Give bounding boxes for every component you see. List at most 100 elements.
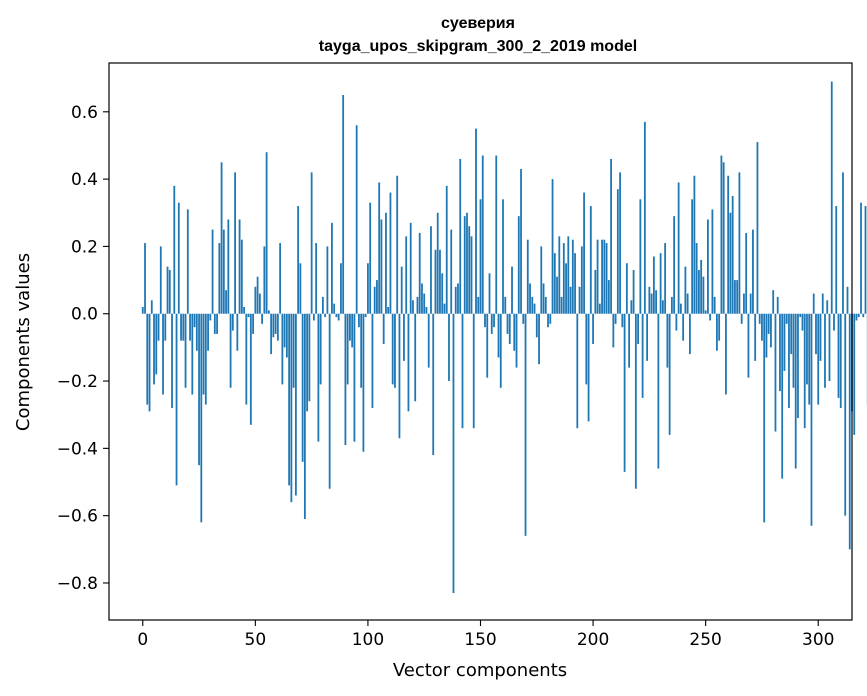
chart-title-line2: tayga_upos_skipgram_300_2_2019 model — [319, 38, 637, 55]
bar — [434, 249, 437, 314]
bar — [445, 185, 448, 314]
bar — [682, 313, 685, 341]
bar — [515, 313, 518, 368]
bar — [153, 313, 155, 385]
bar — [486, 313, 489, 378]
bar — [157, 313, 160, 341]
bar — [700, 259, 703, 314]
bar — [727, 175, 730, 314]
bar — [272, 313, 275, 338]
bar — [686, 293, 689, 314]
x-tick-label: 250 — [689, 630, 721, 650]
bar — [526, 239, 529, 314]
bar — [810, 313, 813, 526]
bar — [265, 152, 268, 314]
bar — [328, 313, 331, 489]
bar — [270, 313, 273, 355]
y-axis-ticks: −0.8 −0.6 −0.4 −0.2 0.0 0.2 0.4 0.6 — [57, 103, 109, 594]
y-tick-label: −0.4 — [57, 439, 98, 459]
bar — [504, 296, 507, 314]
bar — [752, 229, 754, 314]
bar — [524, 313, 527, 536]
bar — [828, 313, 831, 382]
bar — [734, 280, 736, 314]
bar — [385, 212, 387, 314]
bar — [216, 313, 218, 334]
bar — [553, 253, 556, 314]
bar — [180, 313, 182, 341]
bar — [736, 280, 739, 314]
bar — [342, 94, 345, 314]
bar — [475, 128, 477, 314]
bar — [560, 296, 563, 314]
bar — [848, 313, 851, 550]
x-axis-label: Vector components — [393, 660, 567, 681]
bar — [774, 313, 777, 432]
bar — [801, 313, 804, 331]
bar — [842, 172, 844, 314]
bar — [236, 313, 239, 351]
bar — [193, 313, 196, 328]
bar — [661, 300, 664, 314]
bar — [763, 313, 766, 523]
bar — [337, 313, 340, 321]
bar — [204, 313, 207, 405]
bar — [677, 182, 680, 314]
bar — [520, 169, 522, 314]
bar — [288, 313, 291, 486]
bar — [770, 313, 772, 348]
bar — [605, 243, 608, 314]
bar — [641, 313, 644, 398]
bar — [346, 313, 349, 385]
bar — [306, 313, 309, 412]
bar — [490, 313, 493, 334]
bar — [761, 313, 763, 341]
bar — [544, 296, 547, 314]
bar — [508, 313, 511, 345]
bar — [200, 313, 203, 523]
bar — [281, 313, 284, 385]
bar — [675, 313, 678, 331]
bar — [574, 253, 576, 314]
bar — [756, 142, 759, 314]
bar — [803, 313, 806, 429]
bar — [423, 293, 426, 314]
bar — [556, 276, 558, 314]
bar — [182, 313, 185, 341]
bar — [443, 303, 446, 314]
bar — [639, 199, 642, 314]
bar — [333, 303, 336, 314]
bar — [558, 236, 561, 314]
bar — [711, 209, 714, 314]
bar — [186, 209, 189, 314]
bar — [533, 303, 536, 314]
x-tick-label: 100 — [352, 630, 384, 650]
bar — [319, 313, 322, 385]
bar — [418, 232, 421, 314]
bar — [565, 263, 567, 314]
bar — [175, 313, 178, 486]
bar — [258, 293, 261, 314]
bar — [655, 290, 658, 314]
bar — [292, 313, 295, 388]
y-tick-label: 0.4 — [71, 170, 98, 190]
bar — [213, 313, 216, 334]
bar — [317, 313, 320, 442]
bar — [353, 313, 356, 442]
x-axis-ticks: 0 50 100 150 200 250 300 — [137, 620, 834, 650]
bar — [340, 263, 342, 314]
bar — [389, 192, 392, 314]
bar — [376, 280, 378, 314]
bar — [632, 269, 635, 314]
bar — [391, 313, 394, 385]
bar — [625, 263, 628, 314]
bar — [394, 313, 396, 388]
bar — [310, 172, 313, 314]
bar — [846, 286, 849, 314]
bar — [189, 313, 191, 341]
bar — [792, 313, 795, 388]
bar — [371, 313, 374, 408]
bar — [540, 246, 543, 314]
bar — [380, 219, 383, 314]
